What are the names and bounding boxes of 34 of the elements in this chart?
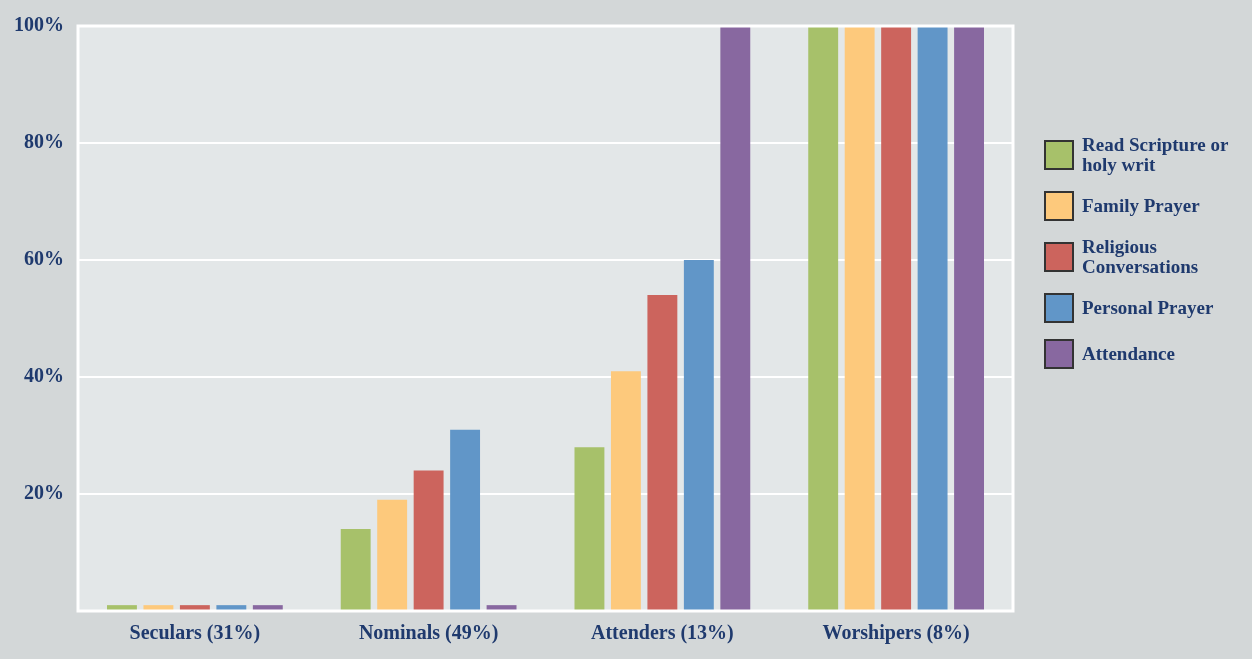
bar bbox=[808, 26, 839, 610]
bar bbox=[647, 295, 678, 610]
bar bbox=[917, 26, 948, 610]
legend-label: Attendance bbox=[1082, 343, 1176, 364]
bar bbox=[106, 605, 137, 610]
legend-label: Religious Conversations bbox=[1082, 236, 1200, 277]
bar bbox=[486, 605, 517, 610]
y-tick-label: 20% bbox=[24, 481, 64, 504]
bar bbox=[574, 447, 605, 610]
x-tick-label: Seculars (31%) bbox=[129, 621, 261, 645]
x-tick-label: Worshipers (8%) bbox=[822, 621, 970, 645]
bar bbox=[844, 26, 875, 610]
bar bbox=[377, 499, 408, 610]
bar bbox=[143, 605, 174, 610]
bar bbox=[340, 529, 371, 610]
legend-label: Family Prayer bbox=[1082, 195, 1201, 216]
bar bbox=[610, 371, 641, 610]
legend-label: Personal Prayer bbox=[1082, 297, 1215, 318]
y-tick-label: 40% bbox=[24, 364, 64, 387]
y-tick-label: 60% bbox=[24, 247, 64, 270]
bar bbox=[450, 429, 481, 610]
bar bbox=[413, 470, 444, 610]
bar bbox=[179, 605, 210, 610]
y-tick-label: 80% bbox=[24, 130, 64, 153]
bar bbox=[720, 26, 751, 610]
bar bbox=[216, 605, 247, 610]
bar bbox=[954, 26, 985, 610]
x-tick-label: Nominals (49%) bbox=[358, 621, 499, 645]
bar bbox=[881, 26, 912, 610]
legend-label: Read Scripture or holy writ bbox=[1082, 134, 1229, 175]
y-tick-label: 100% bbox=[14, 13, 64, 36]
bar bbox=[252, 605, 283, 610]
x-tick-label: Attenders (13%) bbox=[591, 621, 734, 645]
bar bbox=[683, 260, 714, 610]
